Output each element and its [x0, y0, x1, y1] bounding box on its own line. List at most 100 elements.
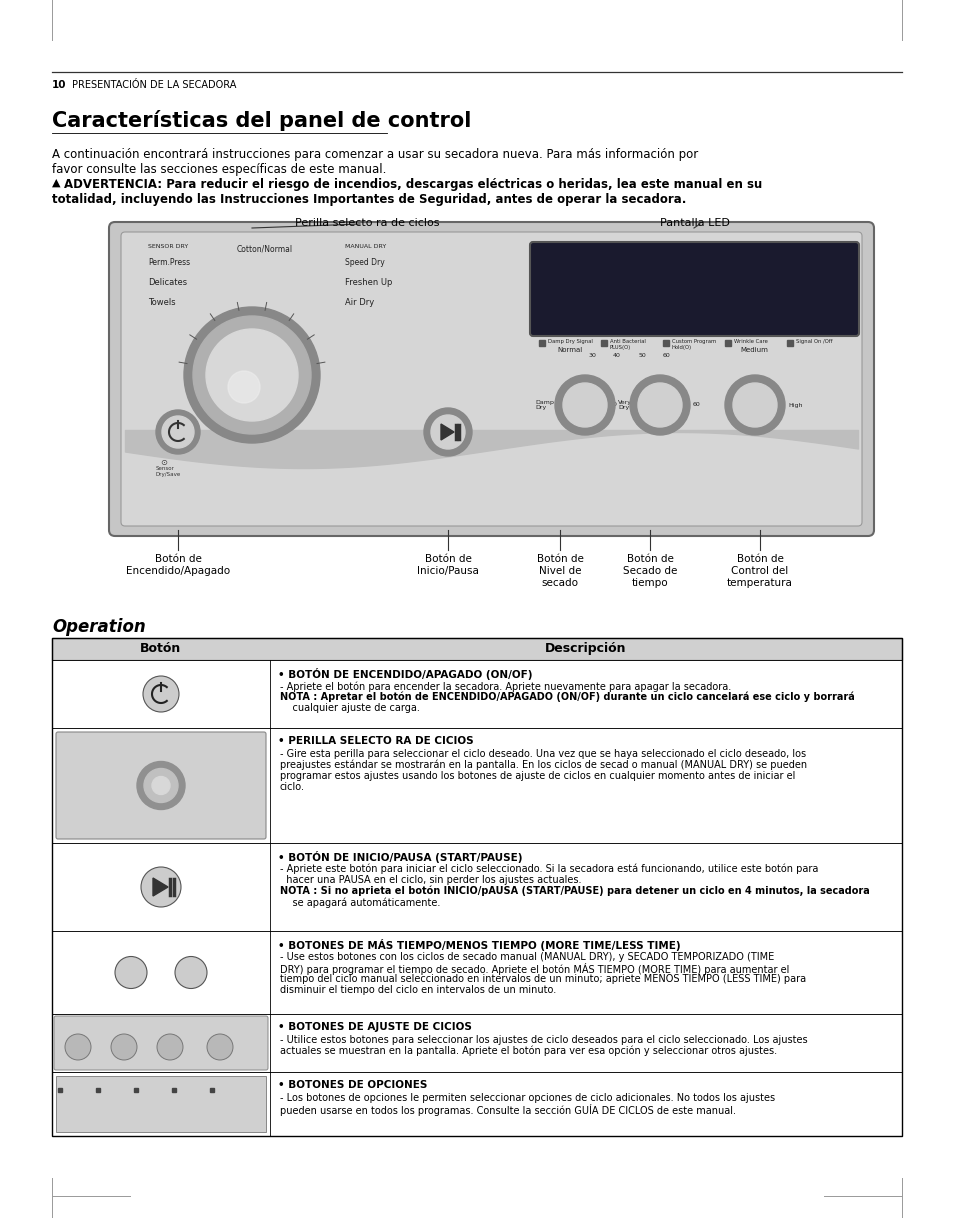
- Text: Botón de: Botón de: [424, 554, 471, 564]
- Text: High: High: [787, 402, 801, 408]
- Text: Cotton/Normal: Cotton/Normal: [120, 738, 160, 743]
- Text: 30: 30: [587, 353, 596, 358]
- Circle shape: [137, 761, 185, 810]
- Text: Operation: Operation: [52, 618, 146, 636]
- Circle shape: [423, 408, 472, 456]
- Text: Pantalla LED: Pantalla LED: [659, 218, 729, 228]
- Circle shape: [629, 375, 689, 435]
- Text: Wrinkle Care: Wrinkle Care: [733, 339, 767, 343]
- Polygon shape: [152, 878, 168, 896]
- Text: • BOTONES DE OPCIONES: • BOTONES DE OPCIONES: [277, 1080, 427, 1090]
- Text: Normal: Normal: [58, 1022, 78, 1027]
- Text: Time
Dry: Time Dry: [650, 401, 669, 420]
- Circle shape: [65, 1034, 91, 1060]
- Text: Wrinkle Care: Wrinkle Care: [178, 1086, 206, 1090]
- Bar: [52, 931, 901, 1015]
- Text: • BOTONES DE MÁS TIEMPO/MENOS TIEMPO (MORE TIME/LESS TIME): • BOTONES DE MÁS TIEMPO/MENOS TIEMPO (MO…: [277, 939, 679, 951]
- Text: disminuir el tiempo del ciclo en intervalos de un minuto.: disminuir el tiempo del ciclo en interva…: [280, 985, 556, 995]
- Circle shape: [111, 1034, 137, 1060]
- Text: Sensor
Dry/Save: Sensor Dry/Save: [156, 466, 181, 476]
- Text: Damp
Dry: Damp Dry: [535, 400, 554, 410]
- Text: 10: 10: [52, 80, 67, 90]
- Text: Perm.Press: Perm.Press: [148, 258, 190, 267]
- Text: Botón de: Botón de: [154, 554, 201, 564]
- Text: Freshen Up: Freshen Up: [190, 769, 225, 773]
- Text: Signal On /Off: Signal On /Off: [215, 1086, 246, 1090]
- FancyBboxPatch shape: [121, 231, 862, 526]
- Text: ciclo.: ciclo.: [280, 782, 305, 792]
- Bar: [52, 638, 901, 1136]
- Text: DRY) para programar el tiempo de secado. Apriete el botón MÁS TIEMPO (MORE TIME): DRY) para programar el tiempo de secado.…: [280, 963, 788, 974]
- Circle shape: [184, 307, 319, 443]
- Text: Towels: Towels: [148, 298, 175, 307]
- Text: Botón de: Botón de: [626, 554, 673, 564]
- Text: Delicates: Delicates: [148, 278, 187, 287]
- Text: Características del panel de control: Características del panel de control: [52, 110, 471, 132]
- Text: 60: 60: [662, 353, 670, 358]
- Text: ▲: ▲: [52, 178, 60, 188]
- Circle shape: [206, 329, 297, 421]
- Text: actuales se muestran en la pantalla. Apriete el botón para ver esa opción y sele: actuales se muestran en la pantalla. Apr…: [280, 1046, 777, 1056]
- Text: 50: 50: [638, 353, 645, 358]
- Text: Speed Dry: Speed Dry: [345, 258, 384, 267]
- Text: - Gire esta perilla para seleccionar el ciclo deseado. Una vez que se haya selec: - Gire esta perilla para seleccionar el …: [280, 749, 805, 759]
- Bar: [52, 728, 901, 843]
- Text: Control del: Control del: [731, 566, 788, 576]
- Text: Dry
Level: Dry Level: [575, 401, 595, 420]
- Text: - Los botones de opciones le permiten seleccionar opciones de ciclo adicionales.: - Los botones de opciones le permiten se…: [280, 1093, 774, 1104]
- Text: • BOTÓN DE ENCENDIDO/APAGADO (ON/OF): • BOTÓN DE ENCENDIDO/APAGADO (ON/OF): [277, 667, 532, 680]
- Circle shape: [141, 867, 181, 907]
- FancyBboxPatch shape: [54, 1016, 268, 1069]
- Text: Botón de: Botón de: [536, 554, 583, 564]
- Text: SENSOR DRY: SENSOR DRY: [148, 244, 188, 248]
- Text: • PERILLA SELECTO RA DE CICIOS: • PERILLA SELECTO RA DE CICIOS: [277, 736, 473, 745]
- Bar: [56, 1075, 266, 1132]
- Text: Very
Dry: Very Dry: [80, 1056, 92, 1067]
- Circle shape: [562, 382, 606, 428]
- Text: Speed Dry: Speed Dry: [190, 750, 223, 755]
- Text: ⊙: ⊙: [160, 458, 167, 466]
- Circle shape: [174, 956, 207, 989]
- Circle shape: [162, 417, 193, 448]
- Text: MANUAL DRY: MANUAL DRY: [190, 738, 226, 743]
- Text: pueden usarse en todos los programas. Consulte la sección GUÍA DE CICLOS de este: pueden usarse en todos los programas. Co…: [280, 1104, 735, 1116]
- FancyBboxPatch shape: [56, 732, 266, 839]
- Text: - Use estos botones con los ciclos de secado manual (MANUAL DRY), y SECADO TEMPO: - Use estos botones con los ciclos de se…: [280, 952, 774, 962]
- Circle shape: [115, 956, 147, 989]
- Text: SENSOR DRY: SENSOR DRY: [60, 738, 95, 743]
- Circle shape: [156, 410, 200, 454]
- Text: • BOTÓN DE INICIO/PAUSA (START/PAUSE): • BOTÓN DE INICIO/PAUSA (START/PAUSE): [277, 851, 522, 864]
- Text: Temp.
Control: Temp. Control: [740, 401, 768, 420]
- Text: se apagará automáticamente.: se apagará automáticamente.: [280, 896, 440, 907]
- Text: preajustes estándar se mostrarán en la pantalla. En los ciclos de secad o manual: preajustes estándar se mostrarán en la p…: [280, 760, 806, 771]
- Text: 41: 41: [733, 258, 791, 300]
- Text: Towels: Towels: [60, 786, 81, 790]
- Circle shape: [143, 676, 179, 713]
- Bar: [52, 638, 901, 660]
- Text: Signal On /Off: Signal On /Off: [795, 339, 832, 343]
- Bar: [52, 843, 901, 931]
- Bar: [52, 1015, 901, 1072]
- Text: Air Dry: Air Dry: [190, 786, 212, 790]
- Text: 20: 20: [609, 402, 618, 408]
- Text: Custom Program
Hold(O): Custom Program Hold(O): [140, 1086, 175, 1095]
- Text: • BOTONES DE AJUSTE DE CICIOS: • BOTONES DE AJUSTE DE CICIOS: [277, 1022, 472, 1032]
- Circle shape: [431, 415, 464, 449]
- Text: MANUAL DRY: MANUAL DRY: [345, 244, 386, 248]
- Text: PRESENTACIÓN DE LA SECADORA: PRESENTACIÓN DE LA SECADORA: [71, 80, 236, 90]
- Text: Tumbling: Tumbling: [541, 258, 566, 263]
- Text: tiempo del ciclo manual seleccionado en intervalos de un minuto; apriete MENOS T: tiempo del ciclo manual seleccionado en …: [280, 974, 805, 984]
- Circle shape: [638, 382, 681, 428]
- Text: Anti Bacterial
PLUS(O): Anti Bacterial PLUS(O): [609, 339, 645, 350]
- Circle shape: [555, 375, 615, 435]
- Text: Botón: Botón: [140, 642, 181, 655]
- Bar: [52, 660, 901, 728]
- Text: programar estos ajustes usando los botones de ajuste de ciclos en cualquier mome: programar estos ajustes usando los boton…: [280, 771, 795, 781]
- Text: Custom Program
Hold(O): Custom Program Hold(O): [671, 339, 716, 350]
- Text: Botón de: Botón de: [736, 554, 782, 564]
- Text: Perm.Press: Perm.Press: [60, 750, 94, 755]
- Text: Steam: Steam: [541, 267, 559, 272]
- Text: secado: secado: [541, 579, 578, 588]
- Text: High: High: [236, 1056, 250, 1061]
- Text: Medium: Medium: [740, 347, 767, 353]
